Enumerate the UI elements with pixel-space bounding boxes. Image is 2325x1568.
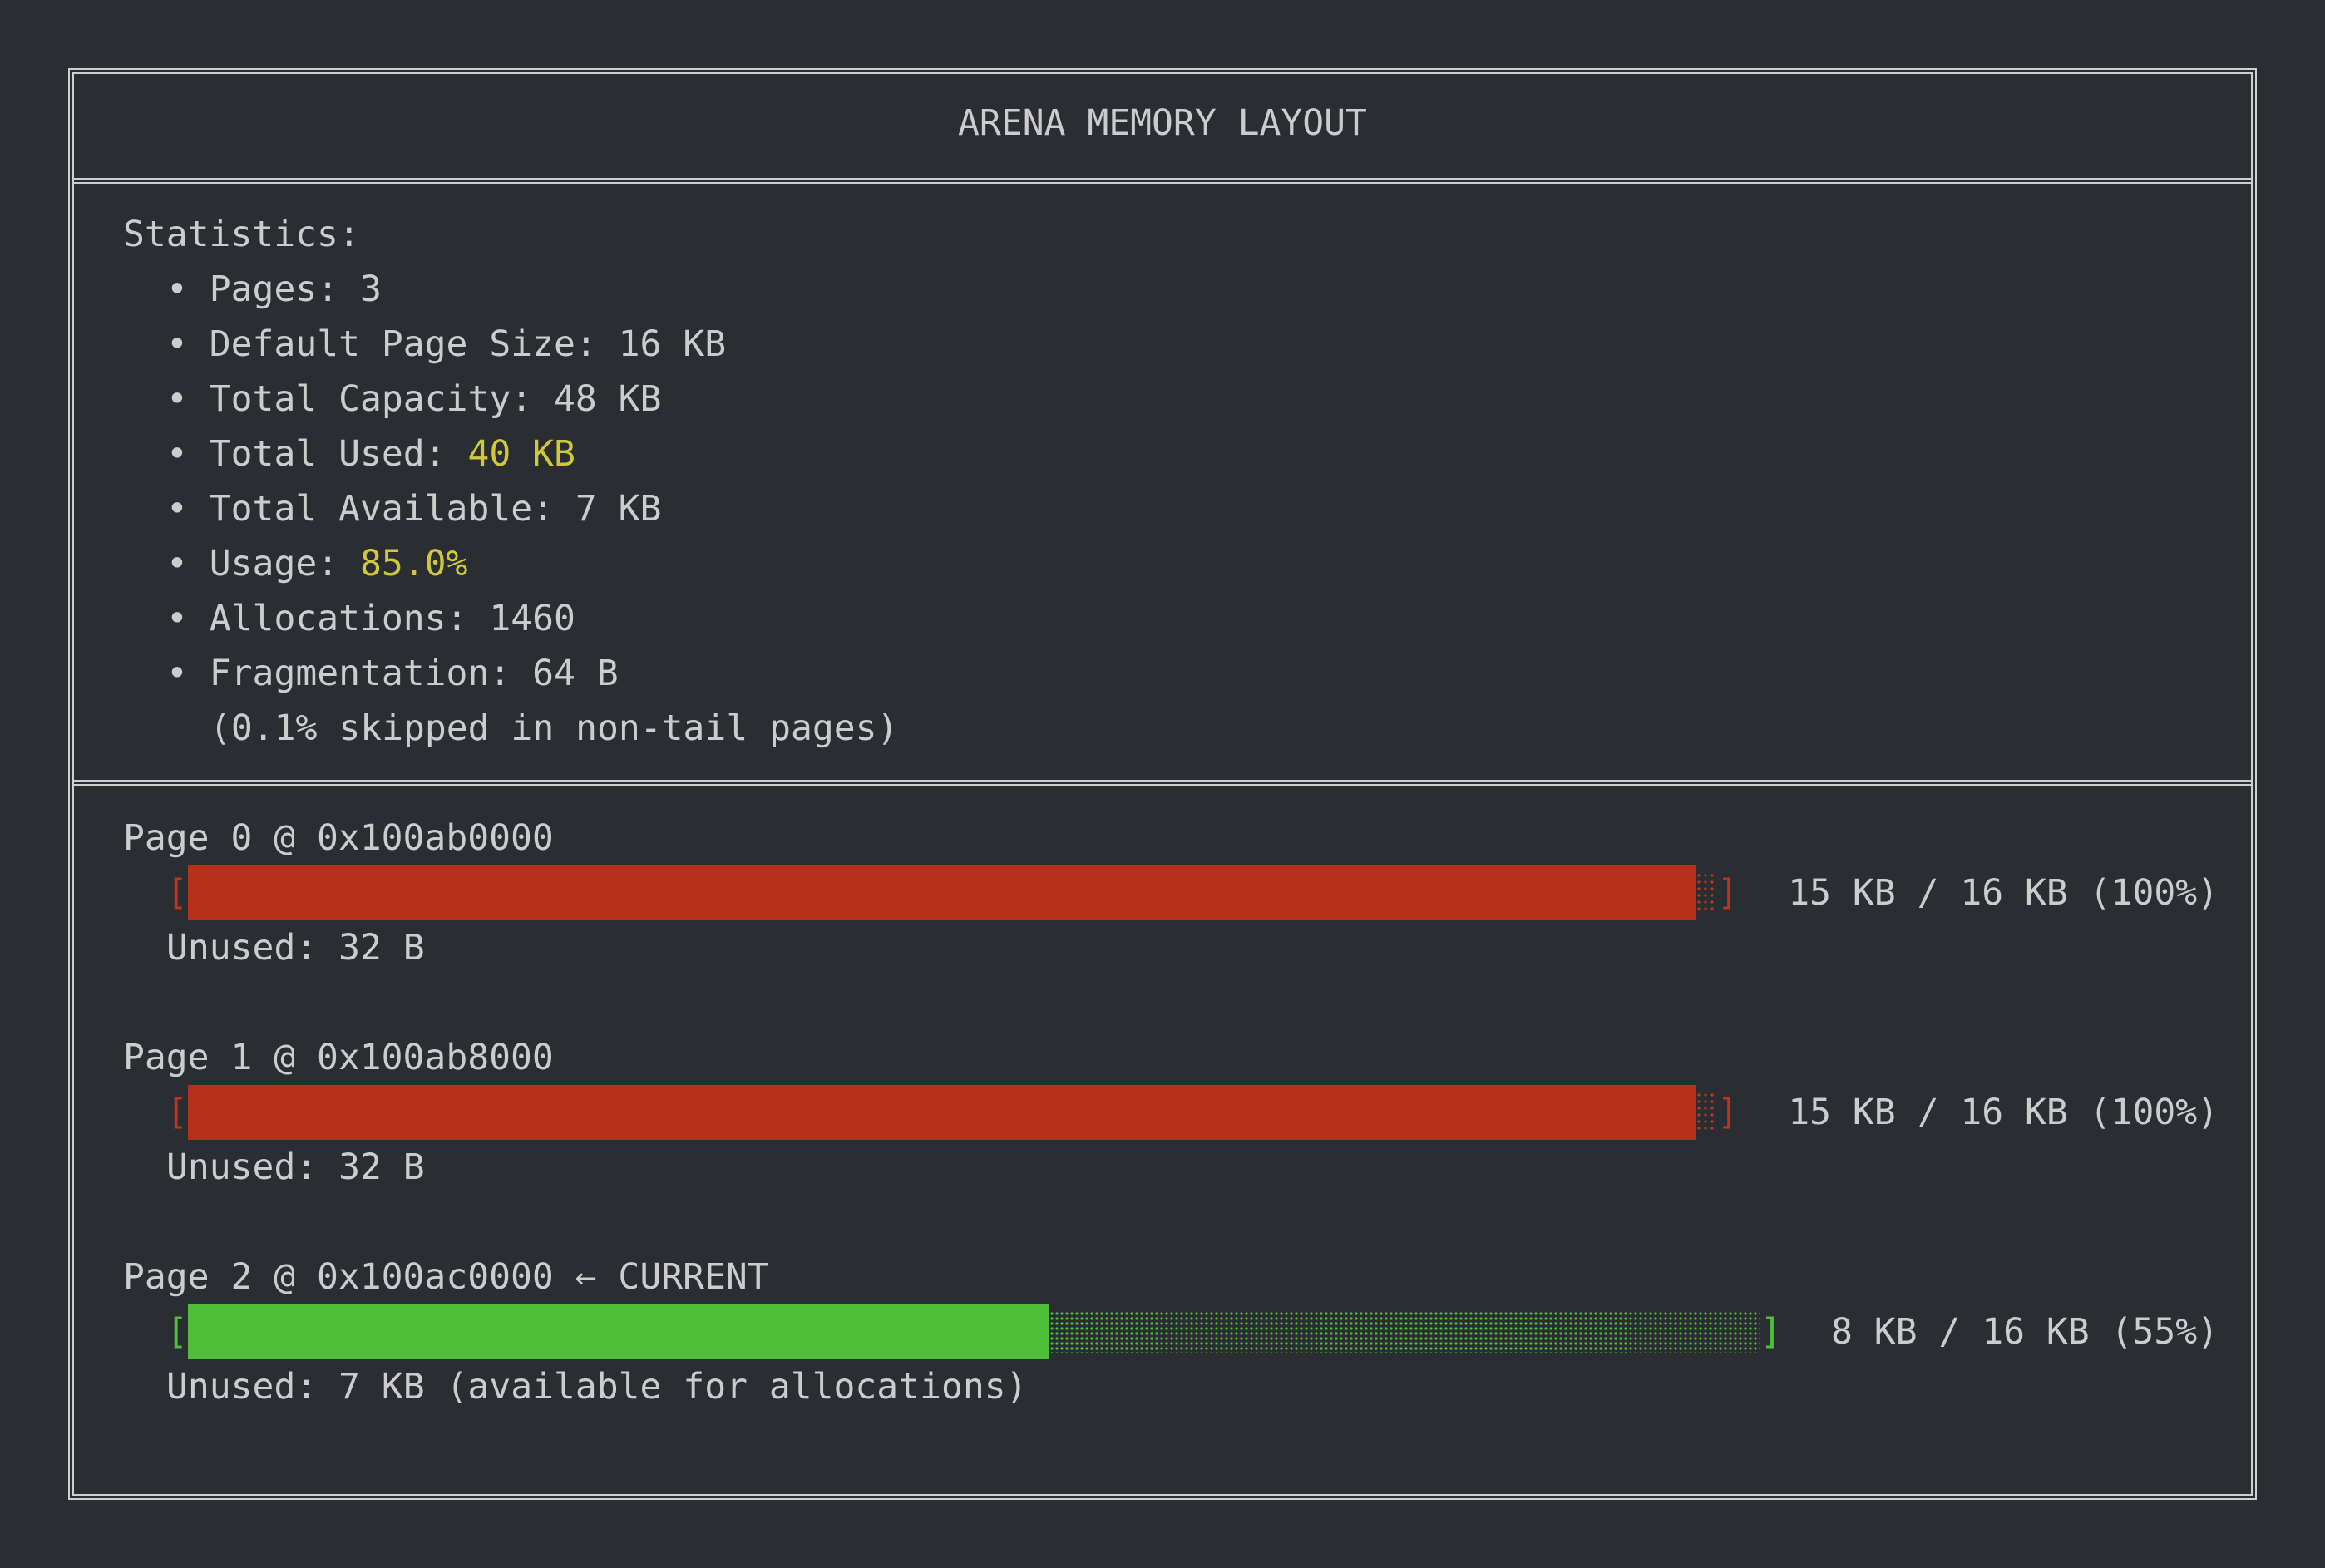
bracket-open: [: [166, 872, 188, 914]
stat-item: • Fragmentation: 64 B: [123, 646, 2219, 701]
bar-track: [188, 1304, 1760, 1359]
spacer: [123, 1195, 2219, 1250]
stat-item: • Usage: 85.0%: [123, 536, 2219, 591]
stat-item: • Default Page Size: 16 KB: [123, 317, 2219, 372]
bullet-icon: •: [166, 543, 188, 584]
bullet-icon: •: [166, 378, 188, 420]
page-unused: Unused: 32 B: [166, 927, 425, 969]
page-usage-bar: [ ] 8 KB / 16 KB (55%): [123, 1304, 2219, 1359]
bullet-icon: •: [166, 433, 188, 475]
pages-list: Page 0 @ 0x100ab0000 [ ] 15 KB / 16 KB (…: [123, 811, 2219, 1469]
page-usage-label: 8 KB / 16 KB (55%): [1831, 1311, 2219, 1353]
bracket-close: ]: [1716, 872, 1739, 914]
stat-value: 7 KB: [575, 488, 662, 530]
content: Statistics: • Pages: 3 • Default Page Siz…: [123, 207, 2219, 1469]
stat-value: 85.0%: [360, 543, 468, 584]
stat-item: • Allocations: 1460: [123, 591, 2219, 646]
stat-value: 40 KB: [467, 433, 575, 475]
stats-list: • Pages: 3 • Default Page Size: 16 KB • To…: [123, 262, 2219, 701]
stat-label: Usage:: [209, 543, 360, 584]
stat-label: Pages:: [209, 269, 360, 310]
stat-item: • Total Available: 7 KB: [123, 481, 2219, 536]
bullet-icon: •: [166, 653, 188, 694]
page-usage-bar: [ ] 15 KB / 16 KB (100%): [123, 1085, 2219, 1140]
stats-divider: [72, 780, 2253, 782]
bar-used: [188, 1085, 1696, 1140]
page-usage-bar: [ ] 15 KB / 16 KB (100%): [123, 865, 2219, 920]
page-usage-label: 15 KB / 16 KB (100%): [1788, 1092, 2219, 1133]
page-block: Page 1 @ 0x100ab8000 [ ] 15 KB / 16 KB (…: [123, 1030, 2219, 1250]
bar-used: [188, 1304, 1049, 1359]
stat-label: Allocations:: [209, 598, 490, 639]
page-block: Page 2 @ 0x100ac0000 ← CURRENT [ ] 8 KB …: [123, 1250, 2219, 1469]
page-unused: Unused: 7 KB (available for allocations): [166, 1366, 1028, 1408]
spacer: [123, 975, 2219, 1030]
stat-value: 48 KB: [554, 378, 662, 420]
stat-label: Total Capacity:: [209, 378, 554, 420]
page-block: Page 0 @ 0x100ab0000 [ ] 15 KB / 16 KB (…: [123, 811, 2219, 1030]
bullet-icon: •: [166, 598, 188, 639]
stat-label: Fragmentation:: [209, 653, 533, 694]
stat-label: Default Page Size:: [209, 323, 619, 365]
stat-item: • Pages: 3: [123, 262, 2219, 317]
stat-value: 1460: [489, 598, 575, 639]
bar-free: [1696, 1092, 1717, 1133]
bar-used: [188, 865, 1696, 920]
bar-free: [1696, 872, 1717, 914]
bullet-icon: •: [166, 323, 188, 365]
divider-spacer: [123, 756, 2219, 811]
stat-label: Total Used:: [209, 433, 468, 475]
title-divider: [72, 178, 2253, 180]
bar-track: [188, 1085, 1717, 1140]
spacer: [123, 1414, 2219, 1469]
page-title: ARENA MEMORY LAYOUT: [958, 102, 1367, 144]
stat-item: • Total Capacity: 48 KB: [123, 372, 2219, 427]
stat-value: 64 B: [532, 653, 619, 694]
bullet-icon: •: [166, 269, 188, 310]
stats-heading: Statistics:: [123, 214, 360, 255]
outer-frame: [68, 68, 2257, 1500]
bracket-open: [: [166, 1092, 188, 1133]
stat-label: Total Available:: [209, 488, 575, 530]
stat-item: • Total Used: 40 KB: [123, 427, 2219, 481]
bullet-icon: •: [166, 488, 188, 530]
page-unused: Unused: 32 B: [166, 1146, 425, 1188]
bracket-close: ]: [1760, 1311, 1782, 1353]
page-usage-label: 15 KB / 16 KB (100%): [1788, 872, 2219, 914]
stat-value: 16 KB: [618, 323, 727, 365]
title-divider-inner: [72, 182, 2253, 184]
page-header: Page 1 @ 0x100ab8000: [123, 1037, 554, 1078]
stats-divider-inner: [72, 784, 2253, 786]
bar-track: [188, 865, 1717, 920]
bracket-close: ]: [1716, 1092, 1739, 1133]
stat-value: 3: [360, 269, 382, 310]
bar-free: [1049, 1311, 1760, 1353]
bracket-open: [: [166, 1311, 188, 1353]
fragmentation-note: (0.1% skipped in non-tail pages): [210, 708, 899, 749]
page-header: Page 0 @ 0x100ab0000: [123, 817, 554, 859]
page-header: Page 2 @ 0x100ac0000 ← CURRENT: [123, 1256, 769, 1298]
